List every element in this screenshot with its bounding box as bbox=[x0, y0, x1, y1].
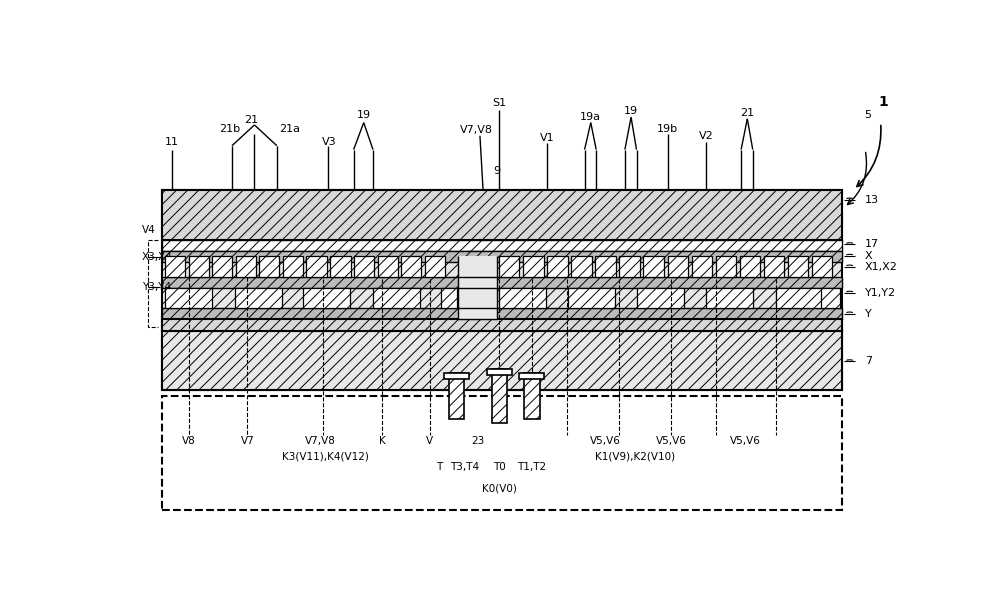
Bar bbox=[595, 256, 616, 278]
Bar bbox=[162, 240, 842, 251]
Bar bbox=[764, 256, 784, 278]
Bar bbox=[524, 373, 540, 419]
Bar bbox=[373, 288, 420, 308]
Text: V7,V8: V7,V8 bbox=[305, 436, 336, 446]
Text: K: K bbox=[379, 436, 386, 446]
Bar bbox=[165, 256, 185, 278]
Bar bbox=[716, 256, 736, 278]
Bar bbox=[821, 288, 840, 308]
Bar bbox=[162, 251, 842, 262]
Bar bbox=[162, 189, 842, 240]
Bar bbox=[236, 256, 256, 278]
Bar bbox=[162, 396, 842, 510]
Text: 21: 21 bbox=[244, 116, 258, 125]
Bar bbox=[547, 256, 568, 278]
Bar bbox=[692, 256, 712, 278]
Text: 23: 23 bbox=[471, 436, 484, 446]
Text: V5,V6: V5,V6 bbox=[590, 436, 621, 446]
Bar bbox=[637, 288, 684, 308]
Text: K0(V0): K0(V0) bbox=[482, 483, 517, 494]
Text: V8: V8 bbox=[182, 436, 195, 446]
Bar bbox=[499, 288, 546, 308]
Text: T1,T2: T1,T2 bbox=[517, 462, 546, 472]
Text: 9: 9 bbox=[493, 166, 501, 176]
Text: 13: 13 bbox=[865, 195, 879, 204]
Text: 1: 1 bbox=[878, 95, 888, 109]
Text: 21a: 21a bbox=[279, 124, 300, 134]
Text: Y3,Y4: Y3,Y4 bbox=[142, 282, 171, 292]
Text: X1,X2: X1,X2 bbox=[865, 261, 898, 272]
Bar bbox=[776, 288, 822, 308]
Bar bbox=[162, 330, 842, 390]
Bar bbox=[401, 256, 421, 278]
Bar bbox=[189, 256, 209, 278]
Bar bbox=[441, 288, 457, 308]
Bar bbox=[354, 256, 374, 278]
Bar bbox=[303, 288, 350, 308]
Text: K1(V9),K2(V10): K1(V9),K2(V10) bbox=[595, 451, 675, 461]
Bar bbox=[162, 308, 842, 319]
Text: 19a: 19a bbox=[580, 113, 601, 122]
Text: V7,V8: V7,V8 bbox=[460, 125, 493, 136]
Text: V: V bbox=[426, 436, 433, 446]
Bar bbox=[568, 288, 615, 308]
Bar bbox=[444, 373, 469, 379]
Bar bbox=[706, 288, 753, 308]
Text: K3(V11),K4(V12): K3(V11),K4(V12) bbox=[282, 451, 368, 461]
Text: V7: V7 bbox=[241, 436, 254, 446]
Bar bbox=[492, 369, 507, 423]
Bar bbox=[487, 369, 512, 375]
Text: V4: V4 bbox=[142, 226, 156, 235]
Bar bbox=[425, 256, 445, 278]
Text: V3: V3 bbox=[322, 137, 336, 147]
Text: V1: V1 bbox=[540, 133, 555, 143]
Bar bbox=[619, 256, 640, 278]
Text: V5,V6: V5,V6 bbox=[656, 436, 687, 446]
Text: T3,T4: T3,T4 bbox=[450, 462, 479, 472]
Bar bbox=[165, 288, 212, 308]
Text: 21b: 21b bbox=[219, 124, 240, 134]
Bar bbox=[378, 256, 398, 278]
Text: Y1,Y2: Y1,Y2 bbox=[865, 288, 896, 298]
Text: 17: 17 bbox=[865, 240, 879, 249]
Bar bbox=[162, 189, 842, 390]
Text: 21: 21 bbox=[740, 108, 754, 117]
Bar bbox=[162, 319, 842, 330]
Bar bbox=[499, 256, 519, 278]
Bar bbox=[449, 373, 464, 419]
Text: X: X bbox=[865, 251, 873, 261]
Bar bbox=[812, 256, 832, 278]
Text: 11: 11 bbox=[164, 137, 178, 147]
Bar bbox=[523, 256, 544, 278]
Bar bbox=[212, 256, 232, 278]
Bar bbox=[330, 256, 351, 278]
Bar bbox=[519, 373, 544, 379]
Bar bbox=[788, 256, 808, 278]
Bar bbox=[235, 288, 282, 308]
Bar bbox=[643, 256, 664, 278]
Text: S1: S1 bbox=[492, 99, 506, 108]
Bar bbox=[740, 256, 760, 278]
Text: 5: 5 bbox=[864, 110, 871, 120]
Text: 7: 7 bbox=[865, 356, 872, 367]
Text: 19: 19 bbox=[357, 110, 371, 120]
Text: T0: T0 bbox=[493, 462, 506, 472]
Bar bbox=[259, 256, 279, 278]
Bar bbox=[458, 256, 497, 319]
Text: V2: V2 bbox=[699, 131, 714, 141]
Text: 19: 19 bbox=[624, 106, 638, 116]
Text: 19b: 19b bbox=[657, 124, 678, 134]
Bar bbox=[162, 278, 842, 288]
Text: T: T bbox=[436, 462, 442, 472]
Text: Y: Y bbox=[865, 309, 872, 319]
Text: V5,V6: V5,V6 bbox=[730, 436, 760, 446]
Bar bbox=[668, 256, 688, 278]
Bar bbox=[283, 256, 303, 278]
Bar bbox=[571, 256, 592, 278]
Text: X3,X4: X3,X4 bbox=[142, 252, 173, 263]
Bar bbox=[306, 256, 326, 278]
